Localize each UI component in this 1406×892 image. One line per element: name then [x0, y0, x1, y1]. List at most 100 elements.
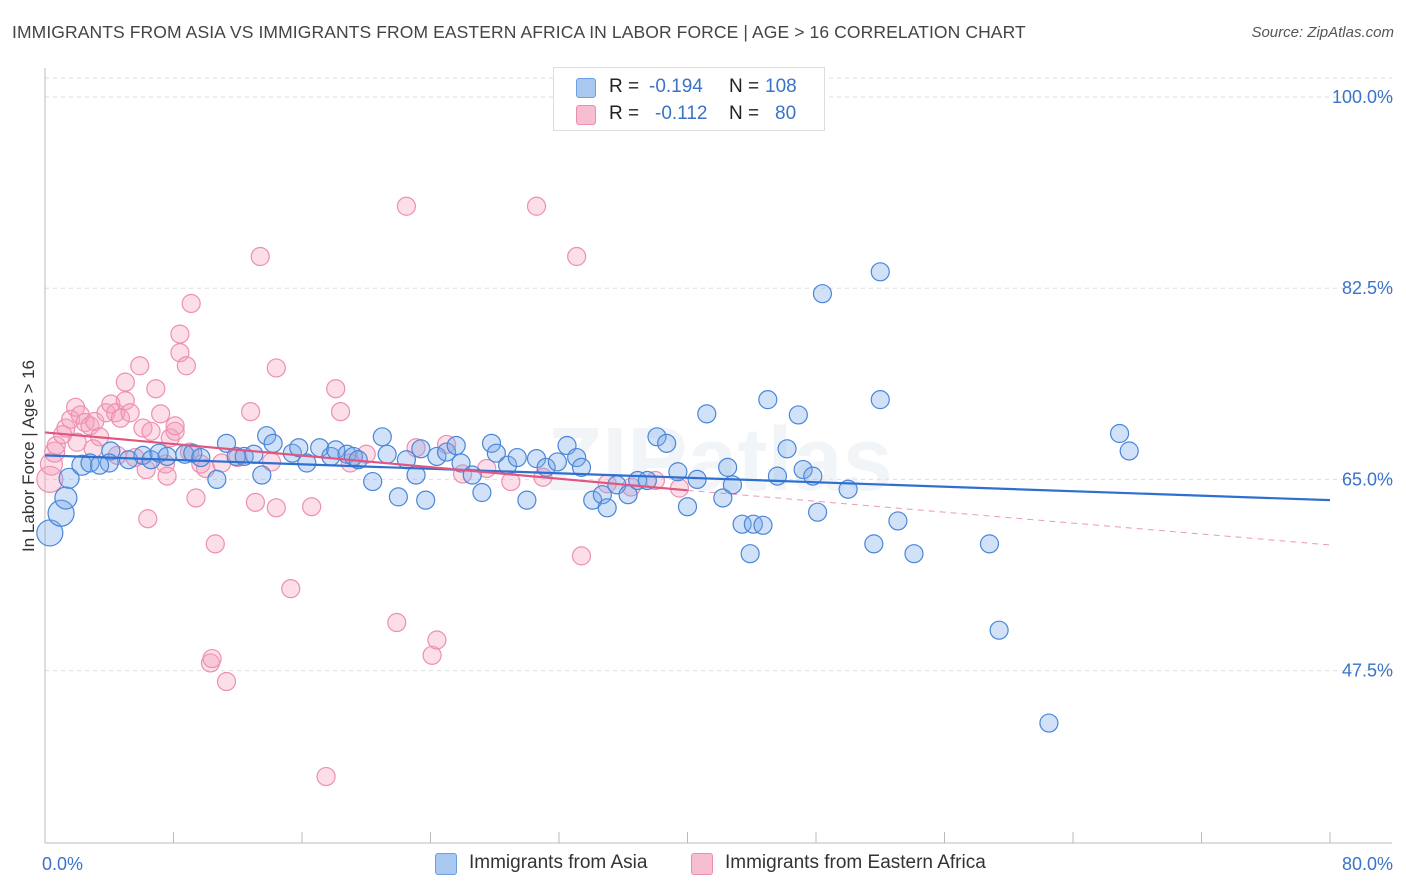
legend-n-value: 108	[765, 76, 797, 97]
africa-point	[186, 488, 206, 508]
asia-point	[297, 453, 317, 473]
bottom-legend-swatch-africa	[691, 853, 713, 875]
asia-point	[812, 284, 833, 304]
asia-point	[870, 262, 890, 282]
africa-point	[202, 648, 222, 669]
asia-point	[372, 427, 392, 447]
asia-point	[767, 466, 788, 486]
africa-point	[170, 324, 190, 344]
bottom-legend-label-asia: Immigrants from Asia	[469, 852, 648, 873]
africa-point	[165, 416, 185, 436]
africa-point	[96, 403, 116, 423]
africa-point	[176, 356, 196, 376]
africa-point	[157, 466, 177, 486]
asia-point	[904, 544, 924, 564]
asia-point	[416, 490, 436, 510]
asia-point	[462, 465, 482, 485]
asia-point	[864, 534, 884, 554]
africa-point	[120, 403, 140, 423]
africa-point	[396, 196, 417, 216]
asia-point	[54, 486, 78, 510]
tick-labels: 100.0% 82.5% 65.0% 47.5% 0.0% 80.0%	[42, 87, 1393, 874]
asia-point	[191, 447, 211, 468]
asia-point	[517, 490, 537, 510]
y-tick-label: 47.5%	[1342, 661, 1393, 681]
y-axis-label: In Labor Force | Age > 16	[19, 359, 38, 553]
africa-point	[250, 246, 270, 267]
africa-point	[101, 394, 121, 414]
africa-point	[115, 372, 135, 392]
asia-point	[47, 499, 75, 527]
africa-point	[266, 498, 286, 518]
asia-point	[486, 443, 506, 463]
asia-point	[758, 390, 778, 410]
africa-point	[61, 409, 81, 429]
asia-point	[567, 447, 587, 468]
asia-point	[743, 514, 763, 534]
asia-point	[803, 466, 823, 486]
legend-n-label: N =	[729, 103, 760, 124]
asia-point	[697, 404, 717, 424]
africa-trend-extension	[687, 489, 1331, 546]
asia-point	[753, 515, 773, 535]
asia-trend-line	[44, 454, 1331, 502]
legend-r-value: -0.112	[655, 103, 708, 124]
asia-point	[808, 502, 828, 522]
africa-point	[330, 402, 351, 422]
asia-point	[718, 457, 738, 477]
africa-point	[316, 766, 336, 787]
asia-point	[244, 444, 264, 464]
asia-point	[377, 444, 397, 464]
africa-point	[302, 497, 322, 517]
asia-point	[207, 469, 227, 489]
africa-point	[387, 612, 407, 633]
asia-point	[788, 405, 808, 425]
africa-point	[181, 293, 201, 314]
africa-point	[67, 432, 87, 452]
africa-point	[241, 402, 261, 422]
africa-point	[138, 509, 158, 529]
asia-point	[436, 442, 457, 462]
asia-point	[289, 438, 309, 458]
africa-point	[571, 546, 592, 566]
africa-point	[165, 421, 185, 441]
asia-point	[118, 450, 139, 470]
asia-point	[547, 452, 567, 472]
africa-point	[205, 534, 225, 554]
africa-trend-line	[44, 431, 688, 492]
asia-point	[732, 514, 752, 534]
x-tick-label: 80.0%	[1342, 854, 1393, 874]
legend-r-label: R =	[609, 103, 640, 124]
asia-point	[838, 479, 858, 499]
y-tick-label: 100.0%	[1332, 87, 1393, 107]
africa-point	[36, 465, 64, 493]
asia-point	[793, 459, 813, 480]
legend-swatch-africa	[576, 105, 596, 125]
africa-point	[44, 441, 66, 463]
asia-point	[677, 497, 698, 517]
africa-point	[266, 358, 286, 378]
watermark: ZIPatlas	[547, 410, 892, 510]
legend-swatch-asia	[576, 78, 596, 98]
asia-point	[657, 433, 677, 453]
asia-point	[411, 439, 431, 459]
asia-point	[101, 441, 121, 461]
asia-point	[989, 620, 1009, 640]
africa-point	[427, 630, 447, 650]
asia-point	[740, 544, 760, 564]
asia-point	[1109, 423, 1130, 444]
asia-point	[472, 482, 492, 503]
africa-point	[567, 246, 587, 267]
legend-n-value: 80	[775, 103, 797, 124]
asia-point	[507, 447, 527, 468]
asia-point	[446, 435, 466, 456]
africa-point	[245, 492, 266, 512]
africa-point	[151, 404, 171, 424]
y-tick-label: 82.5%	[1342, 278, 1393, 298]
africa-point	[146, 379, 166, 399]
grid-lines	[45, 77, 1392, 672]
africa-point	[326, 379, 346, 399]
bottom-legend-label-africa: Immigrants from Eastern Africa	[725, 852, 986, 873]
asia-point	[71, 454, 93, 476]
